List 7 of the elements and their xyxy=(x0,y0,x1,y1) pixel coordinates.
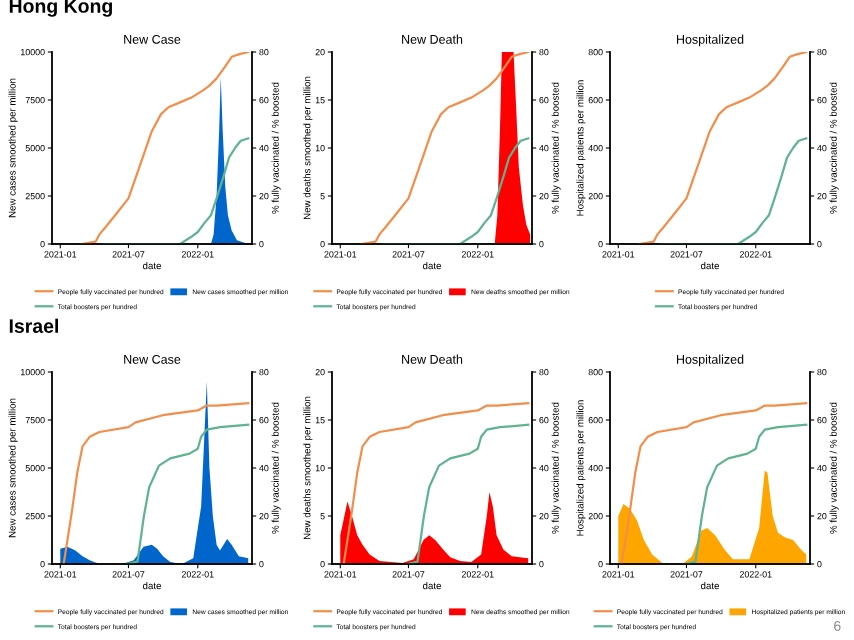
line-series xyxy=(684,423,808,564)
line-series xyxy=(406,423,530,564)
text: Hong Kong xyxy=(9,0,112,17)
line-series xyxy=(126,423,250,564)
line-series xyxy=(620,402,808,564)
text: Israel xyxy=(9,318,58,333)
line-series xyxy=(342,402,530,564)
